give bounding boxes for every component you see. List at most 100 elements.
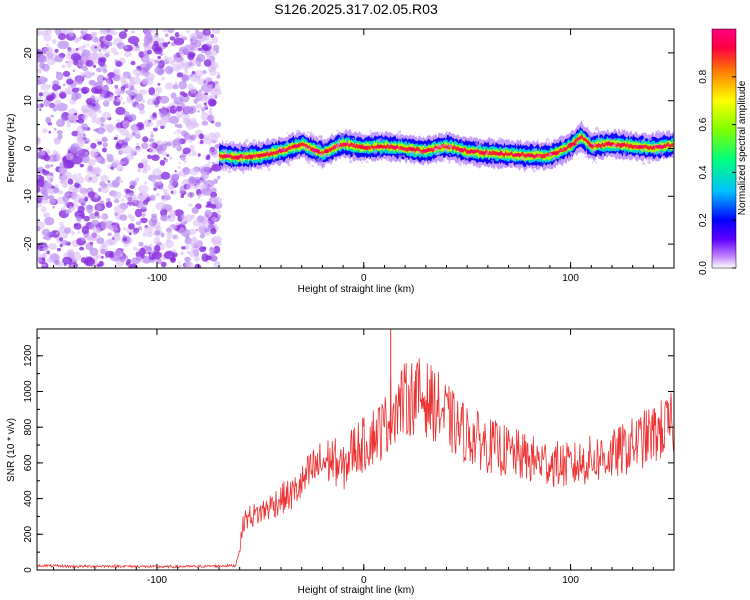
noise-blob (52, 108, 58, 112)
noise-blob (168, 156, 173, 160)
ridge-speckle (616, 137, 618, 140)
noise-blob (166, 106, 171, 110)
noise-blob (153, 46, 163, 55)
noise-blob (152, 93, 157, 97)
noise-blob (175, 109, 184, 118)
ridge-peak (618, 143, 625, 147)
noise-blob (157, 68, 165, 76)
noise-blob (41, 257, 46, 261)
noise-blob (177, 95, 181, 99)
ridge-peak (392, 145, 398, 149)
noise-blob (126, 98, 134, 104)
ridge-band (219, 134, 674, 161)
noise-blob (135, 142, 140, 146)
ridge-peak (606, 142, 614, 146)
noise-blob (152, 168, 162, 177)
ridge-speckle (241, 170, 245, 174)
noise-blob (106, 41, 113, 47)
ridge-speckle (352, 152, 355, 156)
noise-blob (178, 261, 181, 264)
noise-blob (206, 171, 210, 176)
ridge-peak (409, 147, 415, 151)
noise-blob (37, 179, 45, 188)
ridge-speckle (648, 158, 651, 161)
ridge-speckle (577, 150, 580, 153)
ridge-speckle (303, 130, 305, 133)
noise-blob (48, 243, 57, 251)
colorbar-tick-label: 0.4 (698, 165, 709, 179)
noise-blob (100, 174, 109, 182)
ridge-peak (292, 144, 301, 148)
noise-blob (117, 138, 123, 144)
ridge-speckle (614, 145, 617, 148)
ridge-speckle (338, 139, 342, 143)
ridge-speckle (398, 154, 402, 159)
noise-blob (115, 61, 123, 67)
noise-blob (166, 231, 173, 239)
ridge-speckle (299, 132, 302, 135)
noise-blob (41, 128, 48, 134)
noise-blob (93, 194, 99, 199)
noise-blob (134, 230, 138, 234)
ridge-speckle (536, 164, 538, 166)
ridge-speckle (302, 154, 305, 157)
ridge-speckle (222, 163, 227, 168)
noise-blob (37, 96, 43, 101)
noise-blob (101, 255, 104, 259)
noise-blob (88, 79, 96, 86)
ridge-speckle (260, 168, 263, 170)
noise-blob (188, 153, 191, 157)
noise-blob (173, 53, 179, 59)
noise-blob (55, 231, 59, 235)
noise-blob (181, 216, 188, 223)
noise-blob (134, 93, 144, 102)
ridge-speckle (579, 125, 581, 127)
noise-blob (137, 194, 146, 201)
noise-blob (143, 55, 150, 61)
ridge-peak (458, 148, 465, 152)
noise-blob (82, 36, 86, 40)
noise-blob (155, 193, 160, 197)
noise-blob (134, 177, 140, 183)
noise-blob (162, 29, 168, 33)
ridge-speckle (402, 154, 405, 158)
noise-blob (122, 237, 128, 242)
noise-blob (182, 111, 186, 116)
noise-blob (96, 234, 100, 238)
noise-blob (114, 95, 118, 100)
ridge-speckle (443, 143, 447, 147)
noise-blob (107, 180, 110, 183)
noise-blob (74, 223, 78, 227)
noise-blob (96, 74, 105, 84)
noise-blob (46, 187, 54, 195)
noise-blob (37, 151, 42, 157)
noise-blob (147, 154, 152, 160)
noise-blob (113, 198, 120, 204)
noise-blob (182, 166, 191, 176)
ridge-speckle (335, 145, 340, 149)
ridge-speckle (301, 132, 305, 136)
ridge-peak (588, 144, 593, 148)
noise-blob (193, 122, 198, 127)
ridge-speckle (318, 163, 322, 167)
noise-blob (72, 87, 79, 93)
noise-blob (100, 212, 108, 221)
ridge-speckle (588, 135, 592, 139)
noise-blob (145, 72, 155, 81)
noise-blob (140, 217, 148, 224)
ridge-speckle (554, 167, 556, 169)
ridge-speckle (571, 158, 574, 161)
noise-blob (146, 98, 155, 106)
noise-blob (203, 105, 208, 109)
noise-blob (170, 92, 177, 99)
ridge-speckle (592, 157, 597, 161)
y-tick-label: 1000 (23, 380, 34, 403)
noise-blob (197, 153, 201, 157)
noise-blob (160, 232, 165, 238)
ridge-peak (568, 142, 577, 146)
ridge-speckle (536, 139, 539, 142)
noise-blob (79, 163, 85, 168)
ridge-peak (249, 154, 254, 158)
ridge-speckle (550, 166, 554, 170)
noise-blob (82, 114, 88, 121)
